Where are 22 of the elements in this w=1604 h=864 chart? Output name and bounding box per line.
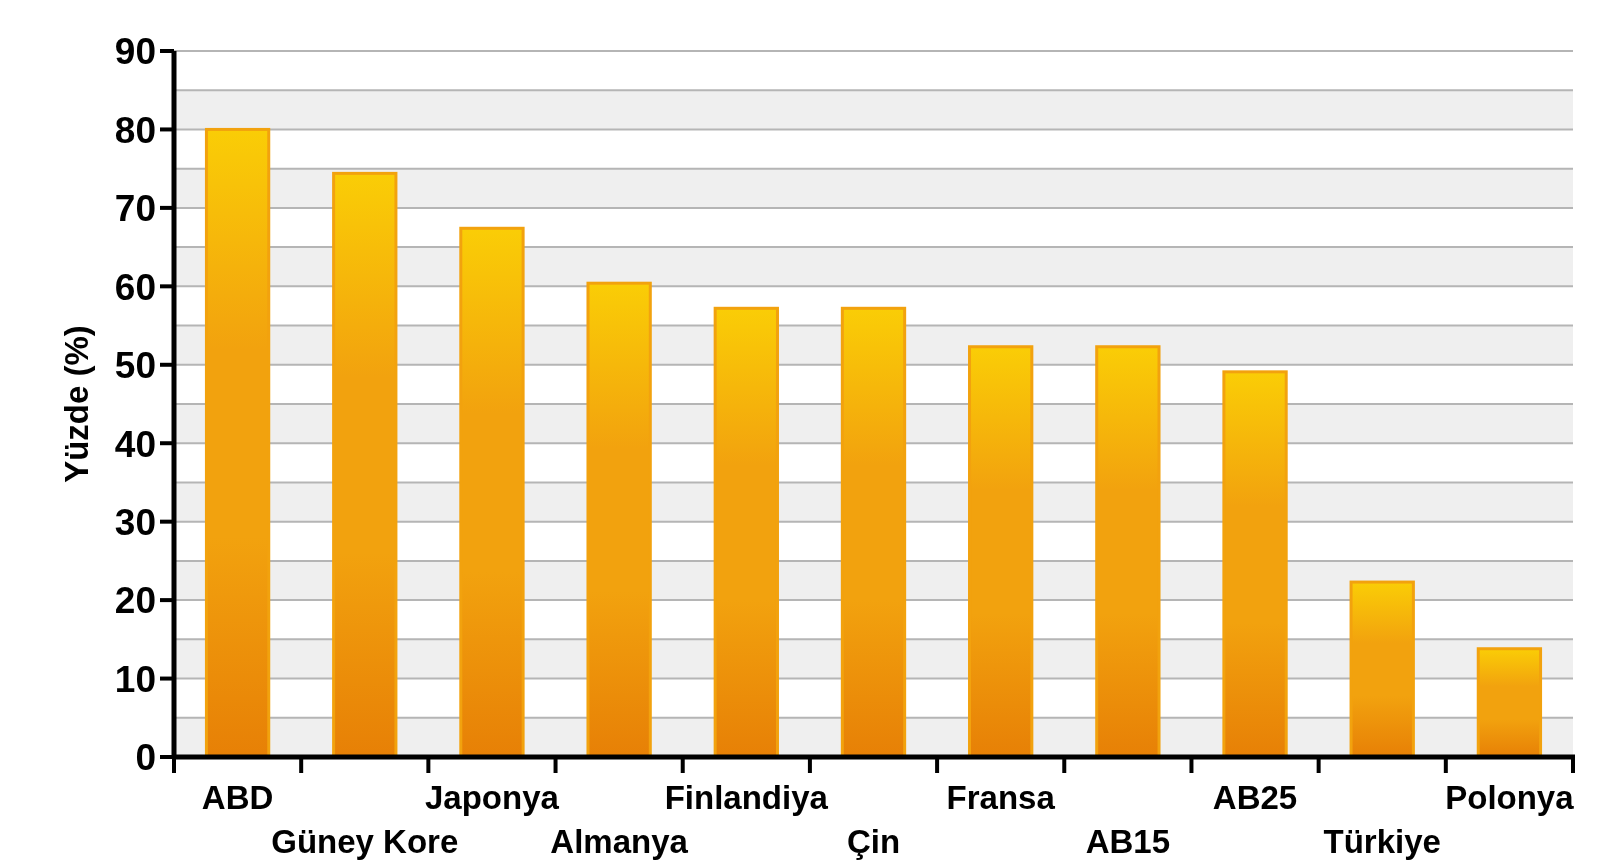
y-tick-label: 10 [114, 658, 156, 700]
y-tick-label: 80 [114, 109, 156, 151]
x-tick-label: Polonya [1445, 779, 1575, 816]
x-tick-label: Çin [846, 823, 901, 860]
y-tick-label: 70 [114, 188, 156, 230]
y-axis-title: Yüzde (%) [58, 325, 95, 483]
x-tick-label: AB15 [1085, 823, 1171, 860]
x-tick-label: Almanya [550, 823, 689, 860]
y-tick-label: 90 [114, 31, 156, 73]
y-tick-label: 40 [114, 423, 156, 465]
y-tick-label: 0 [135, 737, 156, 779]
x-tick-label: Japonya [425, 779, 560, 816]
y-tick-label: 20 [114, 580, 156, 622]
y-tick-label: 50 [114, 345, 156, 387]
x-tick-label: Fransa [946, 779, 1056, 816]
y-tick-label: 60 [114, 266, 156, 308]
y-tick-label: 30 [114, 501, 156, 543]
x-tick-label: Finlandiya [664, 779, 829, 816]
x-tick-label: Güney Kore [271, 823, 459, 860]
x-tick-label: ABD [201, 779, 274, 816]
x-tick-label: Türkiye [1323, 823, 1441, 860]
x-tick-label: AB25 [1212, 779, 1298, 816]
